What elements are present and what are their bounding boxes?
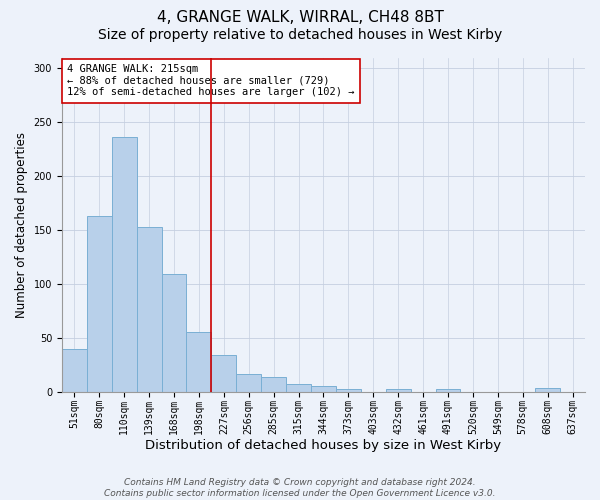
- Text: Size of property relative to detached houses in West Kirby: Size of property relative to detached ho…: [98, 28, 502, 42]
- Bar: [286, 384, 311, 392]
- Bar: [112, 138, 137, 392]
- Bar: [311, 386, 336, 392]
- Text: 4 GRANGE WALK: 215sqm
← 88% of detached houses are smaller (729)
12% of semi-det: 4 GRANGE WALK: 215sqm ← 88% of detached …: [67, 64, 355, 98]
- Bar: [236, 374, 261, 392]
- Bar: [62, 349, 87, 393]
- Bar: [161, 274, 187, 392]
- Text: Contains HM Land Registry data © Crown copyright and database right 2024.
Contai: Contains HM Land Registry data © Crown c…: [104, 478, 496, 498]
- X-axis label: Distribution of detached houses by size in West Kirby: Distribution of detached houses by size …: [145, 440, 502, 452]
- Bar: [336, 389, 361, 392]
- Bar: [87, 216, 112, 392]
- Bar: [386, 389, 410, 392]
- Bar: [137, 227, 161, 392]
- Bar: [261, 378, 286, 392]
- Y-axis label: Number of detached properties: Number of detached properties: [15, 132, 28, 318]
- Bar: [436, 389, 460, 392]
- Text: 4, GRANGE WALK, WIRRAL, CH48 8BT: 4, GRANGE WALK, WIRRAL, CH48 8BT: [157, 10, 443, 25]
- Bar: [535, 388, 560, 392]
- Bar: [211, 354, 236, 393]
- Bar: [187, 332, 211, 392]
